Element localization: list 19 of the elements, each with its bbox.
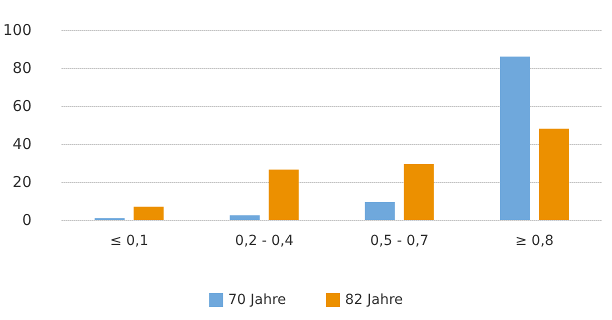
y-tick-label: 40 <box>12 135 32 153</box>
y-tick-label: 60 <box>12 97 32 115</box>
bar <box>230 215 260 220</box>
y-tick-label: 80 <box>12 59 32 77</box>
x-tick-label: ≤ 0,1 <box>110 233 148 249</box>
bar <box>500 56 530 220</box>
x-tick-label: ≥ 0,8 <box>515 233 554 249</box>
bar <box>268 170 299 220</box>
legend-label: 82 Jahre <box>345 292 403 308</box>
bar <box>538 128 569 220</box>
x-tick-label: 0,2 - 0,4 <box>235 233 294 249</box>
bar <box>404 164 434 220</box>
x-tick-label: 0,5 - 0,7 <box>370 233 429 249</box>
bar <box>364 202 395 220</box>
y-tick-label: 20 <box>12 173 32 191</box>
y-tick-label: 100 <box>2 21 32 39</box>
bar <box>134 206 164 220</box>
y-tick-label: 0 <box>22 211 32 229</box>
legend-label: 70 Jahre <box>228 292 286 308</box>
